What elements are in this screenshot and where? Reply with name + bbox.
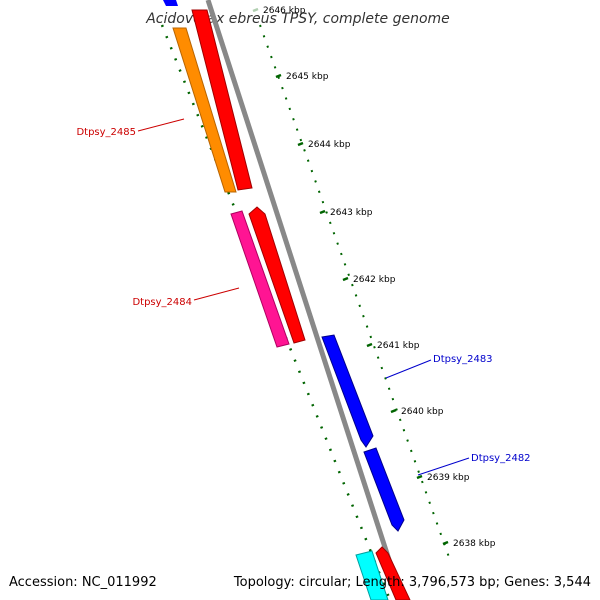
scale-ticks: 2646 kbp 2645 kbp 2644 kbp 2643 kbp 2642 kbp… bbox=[252, 6, 496, 549]
gene-label-dtpsy-2484[interactable]: Dtpsy_2484 bbox=[132, 297, 192, 308]
scale-tick-mark bbox=[319, 209, 326, 215]
gene-label-dtpsy-2482[interactable]: Dtpsy_2482 bbox=[471, 453, 531, 464]
gene-arc-red-1[interactable] bbox=[191, 9, 253, 191]
scale-tick-label: 2644 kbp bbox=[308, 140, 351, 150]
scale-tick-label: 2638 kbp bbox=[453, 539, 496, 549]
scale-tick-mark bbox=[416, 474, 423, 480]
scale-tick-mark bbox=[442, 540, 449, 546]
gc-dotted-track-outer bbox=[259, 24, 451, 561]
gene-leader-dtpsy-2483 bbox=[385, 359, 432, 379]
gene-label-dtpsy-2485[interactable]: Dtpsy_2485 bbox=[76, 127, 136, 138]
gene-label-group-dtpsy-2482: Dtpsy_2482 bbox=[417, 453, 531, 476]
scale-tick-mark bbox=[275, 73, 282, 79]
gene-leader-dtpsy-2482 bbox=[417, 457, 470, 476]
scale-tick-mark bbox=[390, 408, 397, 414]
gene-leader-dtpsy-2484 bbox=[193, 287, 240, 301]
gene-arc-dtpsy-2483[interactable] bbox=[321, 334, 374, 448]
scale-tick-label: 2640 kbp bbox=[401, 407, 444, 417]
scale-tick-label: 2646 kbp bbox=[263, 6, 306, 16]
gene-label-group-dtpsy-2484: Dtpsy_2484 bbox=[132, 287, 240, 308]
genome-summary-text: Topology: circular; Length: 3,796,573 bp… bbox=[233, 575, 591, 590]
gene-arc-cyan-bottom[interactable] bbox=[355, 550, 389, 600]
scale-tick-label: 2645 kbp bbox=[286, 72, 329, 82]
gene-arc-red-bottom[interactable] bbox=[375, 546, 411, 600]
accession-text: Accession: NC_011992 bbox=[9, 575, 157, 590]
scale-tick-label: 2641 kbp bbox=[377, 341, 420, 351]
gene-label-group-dtpsy-2485: Dtpsy_2485 bbox=[76, 118, 185, 138]
genome-backbone bbox=[205, 0, 405, 600]
scale-tick-mark bbox=[366, 342, 373, 348]
gene-arc-blue-top[interactable] bbox=[163, 0, 178, 6]
gene-leader-dtpsy-2485 bbox=[137, 118, 185, 132]
scale-tick-label: 2642 kbp bbox=[353, 275, 396, 285]
scale-tick-mark bbox=[297, 141, 304, 147]
scale-tick-mark bbox=[252, 7, 259, 13]
scale-tick-mark bbox=[342, 276, 349, 282]
gene-label-group-dtpsy-2483: Dtpsy_2483 bbox=[385, 354, 493, 379]
scale-tick-label: 2643 kbp bbox=[330, 208, 373, 218]
scale-tick-label: 2639 kbp bbox=[427, 473, 470, 483]
map-title: Acidovorax ebreus TPSY, complete genome bbox=[145, 11, 450, 27]
gene-label-dtpsy-2483[interactable]: Dtpsy_2483 bbox=[433, 354, 493, 365]
gene-arc-red-2[interactable] bbox=[248, 206, 306, 344]
gene-arc-dtpsy-2485[interactable] bbox=[172, 27, 237, 193]
gene-arc-dtpsy-2482[interactable] bbox=[363, 447, 405, 532]
gene-arc-dtpsy-2484[interactable] bbox=[230, 210, 290, 348]
